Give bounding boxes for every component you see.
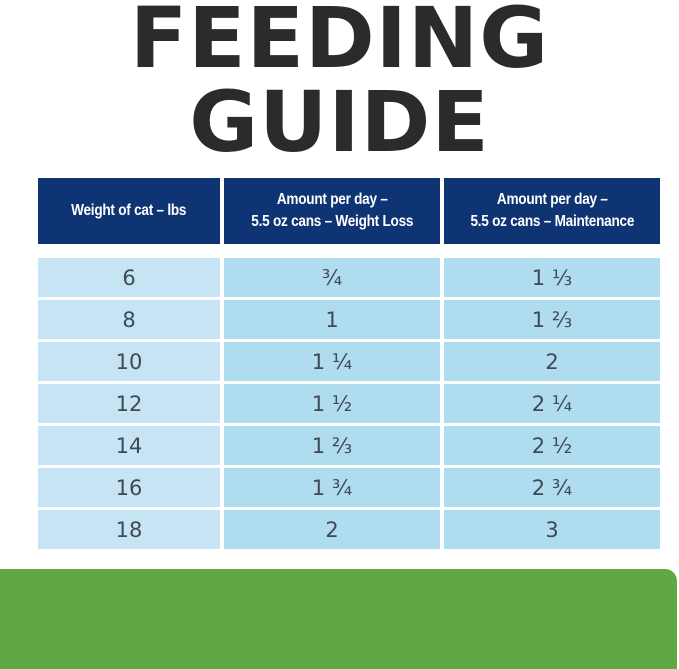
- cell-weight: 6: [38, 258, 220, 297]
- header-maintenance-line1: Amount per day –: [496, 191, 608, 209]
- header-weight-loss: Amount per day – 5.5 oz cans – Weight Lo…: [224, 178, 440, 244]
- header-weight-loss-line2: 5.5 oz cans – Weight Loss: [251, 213, 413, 230]
- cell-weight-loss: 1 ¾: [224, 468, 440, 507]
- cell-maintenance: 2 ¼: [444, 384, 660, 423]
- header-weight-label: Weight of cat – lbs: [71, 202, 187, 220]
- cell-weight-loss: 2: [224, 510, 440, 549]
- cell-maintenance: 2 ½: [444, 426, 660, 465]
- cell-weight-loss: ¾: [224, 258, 440, 297]
- cell-maintenance: 1 ⅓: [444, 258, 660, 297]
- cell-weight: 8: [38, 300, 220, 339]
- cell-weight: 18: [38, 510, 220, 549]
- cell-weight-loss: 1 ½: [224, 384, 440, 423]
- header-maintenance-line2: 5.5 oz cans – Maintenance: [470, 213, 634, 230]
- header-weight-loss-line1: Amount per day –: [276, 191, 388, 209]
- cell-maintenance: 2: [444, 342, 660, 381]
- cell-weight: 16: [38, 468, 220, 507]
- header-weight: Weight of cat – lbs: [38, 178, 220, 244]
- cell-weight-loss: 1 ⅔: [224, 426, 440, 465]
- title-line-2: GUIDE: [189, 73, 490, 171]
- cell-maintenance: 3: [444, 510, 660, 549]
- title-line-1: FEEDING: [129, 0, 550, 87]
- header-maintenance: Amount per day – 5.5 oz cans – Maintenan…: [444, 178, 660, 244]
- footer-band: [0, 569, 677, 669]
- cell-weight: 10: [38, 342, 220, 381]
- cell-weight: 14: [38, 426, 220, 465]
- cell-weight-loss: 1 ¼: [224, 342, 440, 381]
- cell-maintenance: 1 ⅔: [444, 300, 660, 339]
- cell-weight: 12: [38, 384, 220, 423]
- cell-maintenance: 2 ¾: [444, 468, 660, 507]
- cell-weight-loss: 1: [224, 300, 440, 339]
